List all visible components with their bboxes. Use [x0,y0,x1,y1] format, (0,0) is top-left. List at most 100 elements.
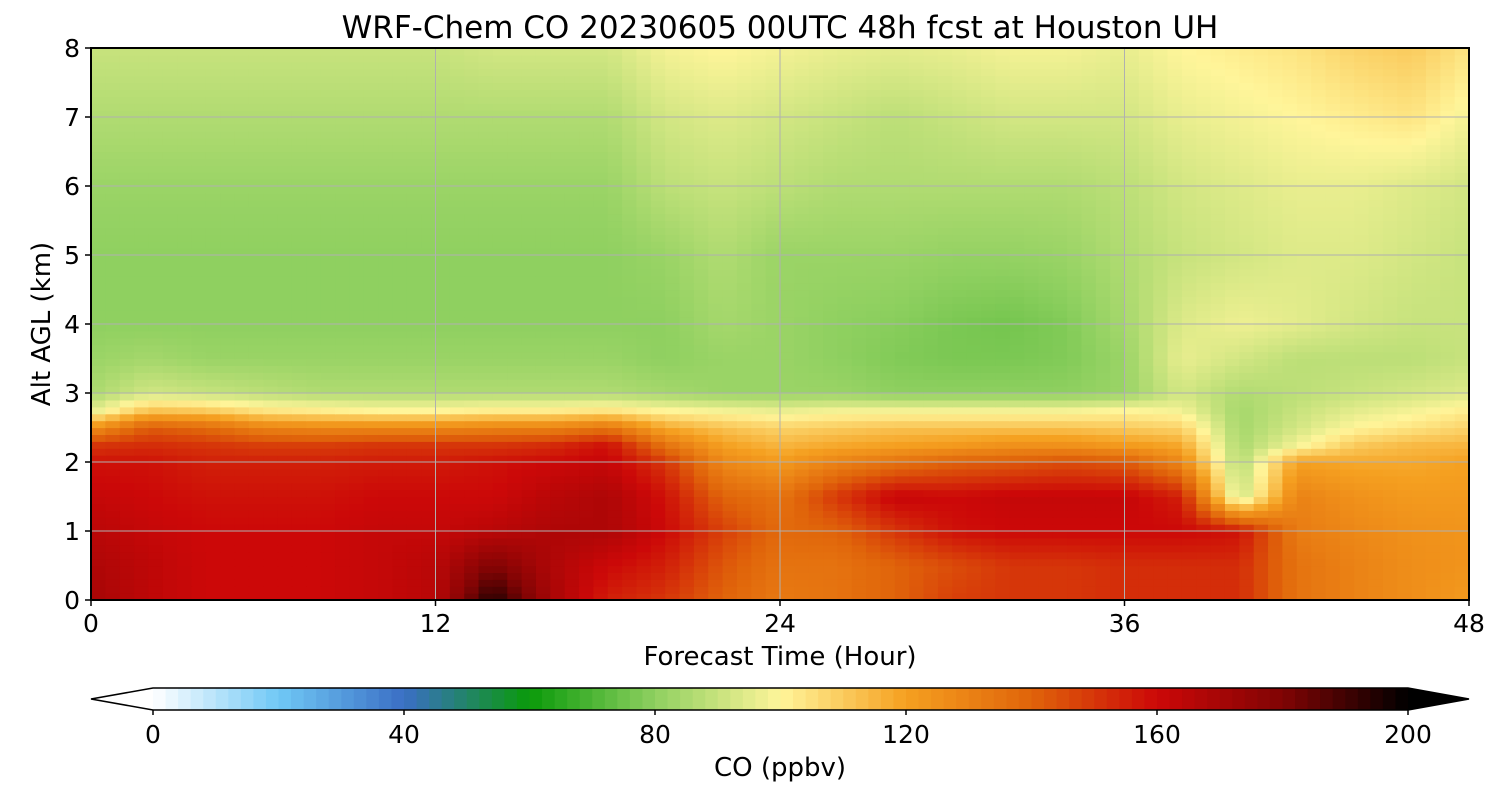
heatmap-cell [148,248,164,256]
heatmap-cell [1038,379,1054,387]
heatmap-cell [91,434,106,442]
heatmap-cell [248,317,264,325]
heatmap-cell [1095,241,1111,249]
heatmap-cell [91,268,106,277]
heatmap-cell [823,351,839,360]
heatmap-cell [220,462,236,470]
heatmap-cell [277,255,293,263]
heatmap-cell [1124,537,1140,546]
heatmap-cell [492,517,508,525]
heatmap-cell [1124,358,1140,366]
heatmap-cell [335,455,350,463]
heatmap-cell [952,275,968,284]
heatmap-cell [205,579,221,587]
heatmap-cell [191,496,207,504]
heatmap-cell [1296,524,1312,532]
heatmap-cell [708,572,724,580]
heatmap-cell [1153,406,1169,415]
heatmap-cell [521,420,537,429]
heatmap-cell [1081,434,1097,442]
heatmap-cell [780,372,795,380]
heatmap-cell [780,241,795,249]
heatmap-cell [464,489,480,498]
heatmap-cell [1454,413,1469,422]
heatmap-cell [1282,537,1298,546]
heatmap-cell [421,420,437,429]
heatmap-cell [1253,482,1269,491]
heatmap-cell [622,537,638,546]
heatmap-cell [780,330,795,339]
heatmap-cell [263,379,279,387]
heatmap-cell [406,365,422,373]
heatmap-cell [837,434,853,442]
heatmap-cell [392,365,408,373]
heatmap-cell [866,289,882,297]
heatmap-cell [349,537,365,546]
heatmap-cell [291,372,307,380]
heatmap-cell [521,248,537,256]
heatmap-cell [119,275,135,284]
heatmap-cell [851,406,867,415]
heatmap-cell [823,489,839,498]
heatmap-cell [780,551,795,560]
heatmap-cell [1339,399,1355,408]
heatmap-cell [1052,393,1068,401]
heatmap-cell [1052,434,1068,442]
heatmap-cell [866,324,882,332]
heatmap-cell [1354,420,1370,429]
heatmap-cell [1124,317,1140,325]
heatmap-cell [751,344,767,353]
heatmap-cell [1339,420,1355,429]
heatmap-cell [177,261,193,270]
heatmap-cell [134,586,150,594]
heatmap-cell [636,427,652,435]
heatmap-cell [966,275,982,284]
heatmap-cell [693,268,709,277]
heatmap-cell [1167,255,1183,263]
heatmap-cell [1081,503,1097,511]
heatmap-cell [91,462,106,470]
heatmap-cell [693,413,709,422]
heatmap-cell [492,296,508,304]
heatmap-cell [421,399,437,408]
heatmap-cell [966,537,982,546]
heatmap-cell [435,324,451,332]
heatmap-cell [162,317,178,325]
heatmap-cell [995,420,1011,429]
heatmap-cell [162,310,178,318]
heatmap-cell [1354,462,1370,470]
heatmap-cell [923,310,939,318]
heatmap-cell [1268,241,1283,249]
heatmap-cell [708,420,724,429]
heatmap-cell [952,379,968,387]
heatmap-cell [248,489,264,498]
heatmap-cell [1167,510,1183,518]
heatmap-cell [966,282,982,291]
heatmap-cell [1368,241,1384,249]
heatmap-cell [1368,572,1384,580]
heatmap-cell [650,434,666,442]
heatmap-cell [1311,282,1327,291]
heatmap-cell [1382,441,1398,449]
heatmap-cell [306,503,322,511]
heatmap-cell [765,558,781,567]
heatmap-cell [1268,406,1283,415]
heatmap-cell [263,268,279,277]
heatmap-cell [722,406,738,415]
heatmap-cell [277,248,293,256]
heatmap-cell [722,441,738,449]
heatmap-cell [550,351,566,360]
heatmap-cell [521,434,537,442]
heatmap-cell [435,586,451,594]
heatmap-cell [966,510,982,518]
heatmap-cell [1296,531,1312,539]
heatmap-cell [421,565,437,573]
heatmap-cell [1052,572,1068,580]
heatmap-cell [937,475,953,484]
heatmap-cell [492,330,508,339]
heatmap-cell [636,351,652,360]
heatmap-cell [1067,434,1083,442]
heatmap-cell [1038,317,1054,325]
heatmap-cell [1454,517,1469,525]
heatmap-cell [636,420,652,429]
